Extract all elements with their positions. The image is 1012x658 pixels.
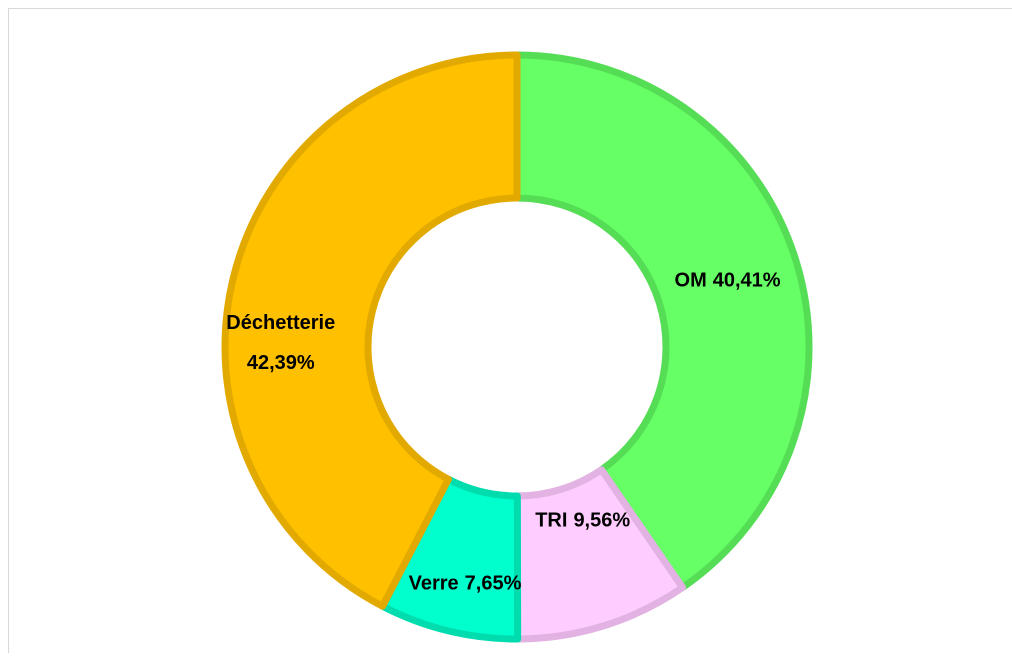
label-category: OM <box>675 270 707 292</box>
label-category: TRI <box>535 510 567 532</box>
label-value: 7,65% <box>465 573 522 595</box>
label-value: 42,39% <box>247 352 315 374</box>
label-category: Déchetterie <box>226 312 335 334</box>
data-label: TRI 9,56% <box>535 510 630 532</box>
label-value: 9,56% <box>573 510 630 532</box>
label-value: 40,41% <box>713 270 781 292</box>
data-label: Verre 7,65% <box>409 573 522 595</box>
label-category: Verre <box>409 573 459 595</box>
data-label: OM 40,41% <box>675 270 781 292</box>
